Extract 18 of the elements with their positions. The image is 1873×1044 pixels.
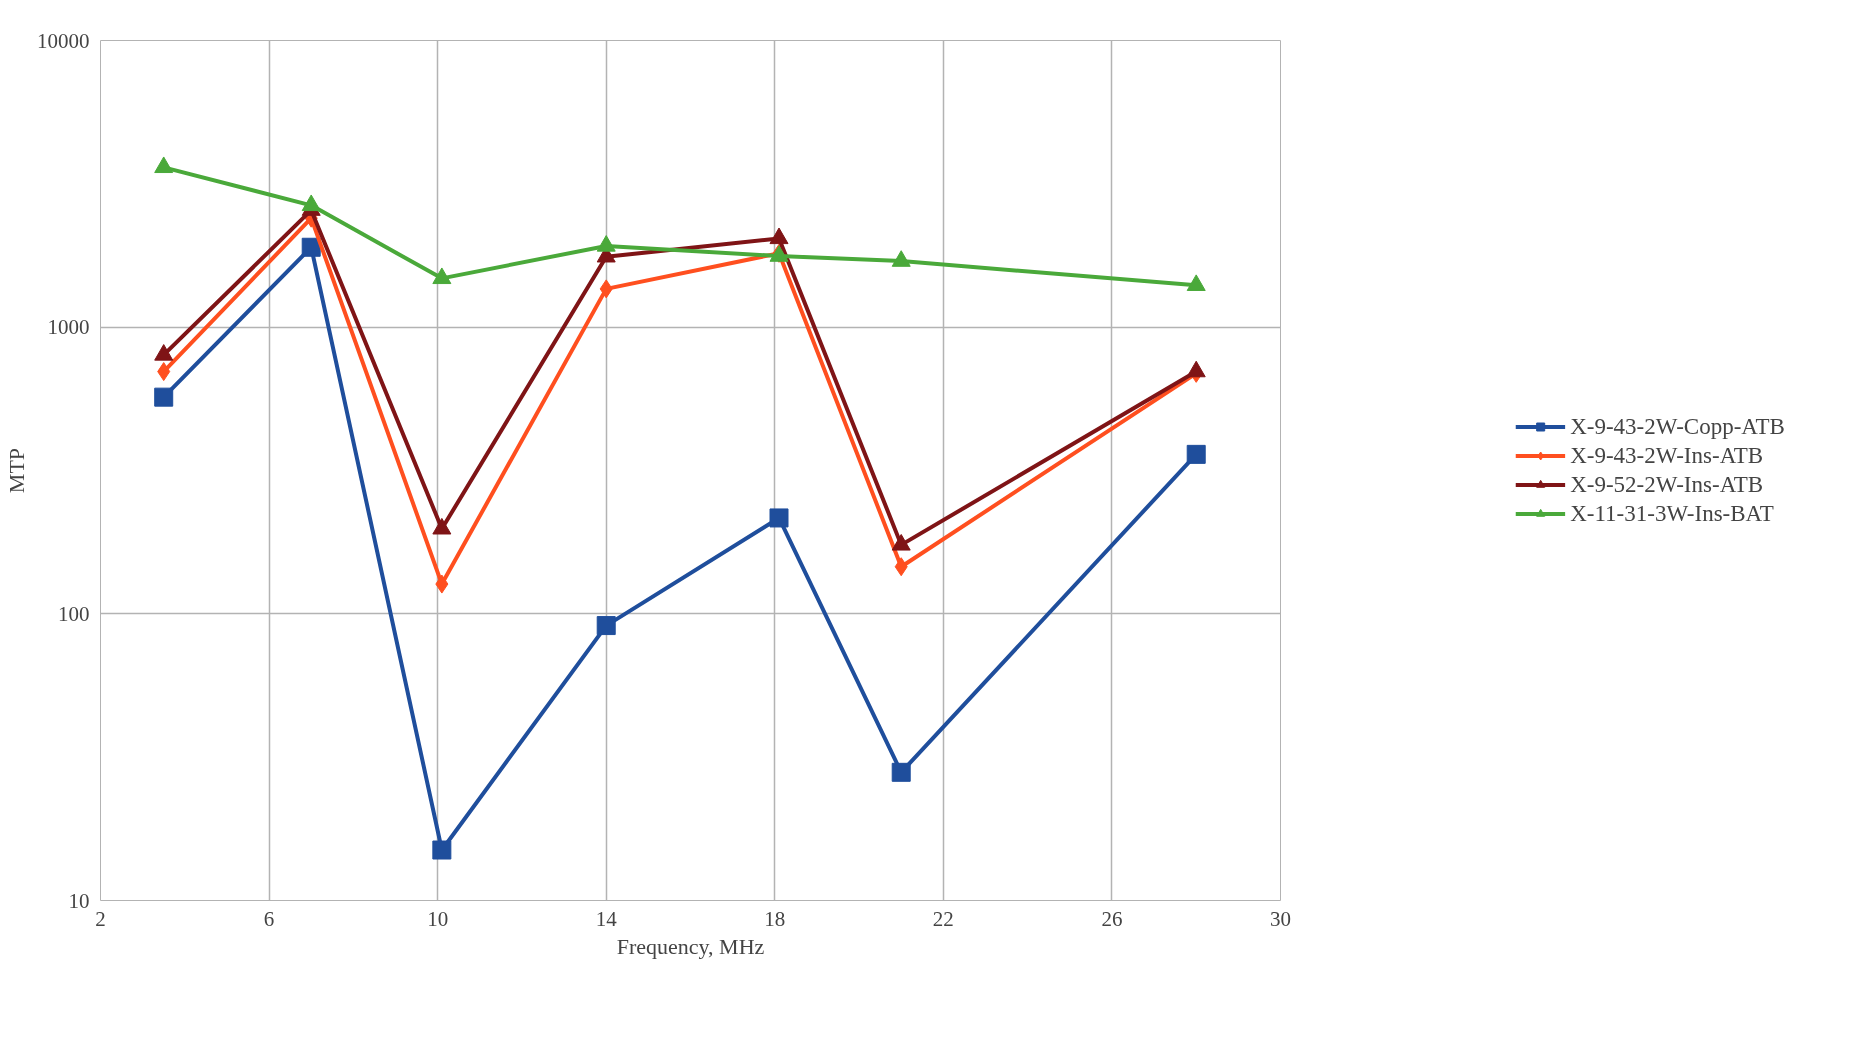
x-tick-label: 26 [1101,906,1123,931]
y-tick-label: 10 [68,888,90,913]
legend-label: X-9-52-2W-Ins-ATB [1570,471,1764,498]
x-tick-label: 6 [263,906,275,931]
x-tick-label: 2 [95,906,106,931]
legend-label: X-11-31-3W-Ins-BAT [1570,500,1774,527]
y-tick-label: 100 [58,601,90,626]
x-tick-label: 22 [932,906,954,931]
x-tick-label: 18 [764,906,786,931]
legend-label: X-9-43-2W-Copp-ATB [1570,413,1785,440]
x-tick-label: 30 [1270,906,1291,931]
y-tick-label: 10000 [37,28,90,53]
y-tick-label: 1000 [47,315,90,340]
legend-label: X-9-43-2W-Ins-ATB [1570,442,1764,469]
y-axis-title: MTP [4,447,29,494]
x-tick-label: 10 [427,906,449,931]
x-axis-title: Frequency, MHz [616,933,765,959]
x-tick-label: 14 [595,906,618,931]
